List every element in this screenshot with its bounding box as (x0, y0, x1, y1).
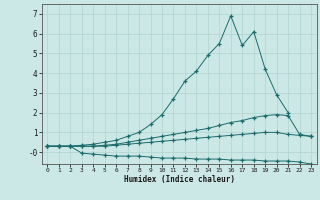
X-axis label: Humidex (Indice chaleur): Humidex (Indice chaleur) (124, 175, 235, 184)
